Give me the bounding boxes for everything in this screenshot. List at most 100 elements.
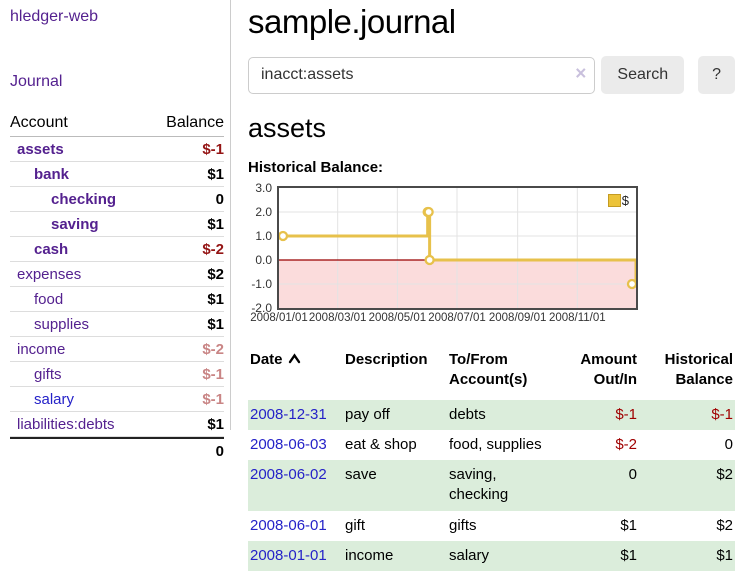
register-row: 2008-06-01 gift gifts $1 $2 xyxy=(248,511,735,541)
search-input-wrap: × xyxy=(248,56,596,94)
page-title: sample.journal xyxy=(248,3,456,40)
x-axis-tick-label: 2008/01/01 xyxy=(250,312,308,324)
legend-label: $ xyxy=(621,193,629,208)
register-accounts-cell: saving, checking xyxy=(449,466,509,504)
accounts-total-value: 0 xyxy=(215,443,224,460)
register-header-row: Date Description To/From Account(s) Amou… xyxy=(248,348,735,400)
account-row: saving $1 xyxy=(10,212,224,237)
account-link[interactable]: assets xyxy=(17,141,64,158)
account-link[interactable]: food xyxy=(34,291,64,308)
description-column-header: Description xyxy=(345,351,428,368)
y-axis-tick-label: 2.0 xyxy=(255,205,272,219)
transaction-date-link[interactable]: 2008-12-31 xyxy=(250,405,327,423)
register-amount-cell: $1 xyxy=(620,516,637,534)
account-row: liabilities:debts $1 xyxy=(10,412,224,437)
search-button[interactable]: Search xyxy=(601,56,685,94)
chart-title: Historical Balance: xyxy=(248,159,384,176)
chart-legend: $ xyxy=(605,192,631,209)
x-axis-tick-label: 2008/07/01 xyxy=(428,312,486,324)
journal-link[interactable]: Journal xyxy=(10,73,63,90)
register-balance-cell: $-1 xyxy=(711,405,733,423)
chart-plot-area: $ xyxy=(277,186,638,310)
y-axis-tick-label: 3.0 xyxy=(255,181,272,195)
account-row: assets $-1 xyxy=(10,137,224,162)
register-amount-cell: $1 xyxy=(620,546,637,564)
account-balance: $1 xyxy=(207,316,224,333)
register-accounts-cell: debts xyxy=(449,405,486,423)
x-axis-tick-label: 2008/11/01 xyxy=(548,312,606,324)
account-balance: $-1 xyxy=(202,366,224,383)
account-balance: $1 xyxy=(207,416,224,433)
account-balance: $-1 xyxy=(202,141,224,158)
register-description-cell: save xyxy=(345,466,377,483)
account-row: supplies $1 xyxy=(10,312,224,337)
account-balance: $-2 xyxy=(202,241,224,258)
account-row: gifts $-1 xyxy=(10,362,224,387)
y-axis-tick-label: -1.0 xyxy=(251,277,272,291)
register-date-cell: 2008-06-02 xyxy=(248,460,343,511)
account-balance: $1 xyxy=(207,216,224,233)
help-button[interactable]: ? xyxy=(698,56,735,94)
transaction-date-link[interactable]: 2008-06-02 xyxy=(250,466,327,483)
account-heading: assets xyxy=(248,113,327,143)
account-link[interactable]: income xyxy=(17,341,66,358)
account-row: salary $-1 xyxy=(10,387,224,412)
x-axis-tick-label: 2008/03/01 xyxy=(308,312,367,324)
date-column-header[interactable]: Date xyxy=(248,348,343,400)
register-balance-cell: $1 xyxy=(716,546,733,564)
account-balance: $2 xyxy=(207,266,224,283)
balance-column-header: Balance xyxy=(166,114,224,131)
search-form: × Search ? xyxy=(248,56,735,94)
account-link[interactable]: cash xyxy=(34,241,69,258)
register-row: 2008-01-01 income salary $1 $1 xyxy=(248,540,735,571)
historical-balance-chart: 3.0 2.0 1.0 0.0 -1.0 -2.0 $ 2008/01/01 2008/03… xyxy=(248,181,640,330)
register-accounts-cell: food, supplies xyxy=(449,435,542,453)
account-balance: $-1 xyxy=(202,391,224,408)
register-description-cell: eat & shop xyxy=(345,435,417,453)
accounts-table-header: Account Balance xyxy=(10,112,224,137)
register-date-cell: 2008-06-03 xyxy=(248,430,343,460)
accounts-column-header: To/From Account(s) xyxy=(449,351,528,389)
legend-swatch-icon xyxy=(607,194,621,207)
account-row: cash $-2 xyxy=(10,237,224,262)
account-link[interactable]: gifts xyxy=(34,366,62,383)
account-link[interactable]: salary xyxy=(34,391,75,408)
register-row: 2008-06-03 eat & shop food, supplies $-2 0 xyxy=(248,430,735,460)
amount-column-header: Amount Out/In xyxy=(580,351,637,389)
chart-canvas xyxy=(279,188,636,308)
x-axis-tick-label: 2008/05/01 xyxy=(368,312,427,324)
account-row: income $-2 xyxy=(10,337,224,362)
account-row: expenses $2 xyxy=(10,262,224,287)
account-balance: 0 xyxy=(215,191,224,208)
account-link[interactable]: expenses xyxy=(17,266,82,283)
account-link[interactable]: supplies xyxy=(34,316,90,333)
register-row: 2008-12-31 pay off debts $-1 $-1 xyxy=(248,399,735,430)
register-date-cell: 2008-06-01 xyxy=(248,511,343,541)
account-row: food $1 xyxy=(10,287,224,312)
account-link[interactable]: bank xyxy=(34,166,70,183)
register-date-cell: 2008-01-01 xyxy=(248,541,343,571)
transaction-date-link[interactable]: 2008-06-01 xyxy=(250,516,327,534)
transaction-date-link[interactable]: 2008-01-01 xyxy=(250,546,327,564)
register-date-cell: 2008-12-31 xyxy=(248,400,343,430)
account-row: checking 0 xyxy=(10,187,224,212)
account-link[interactable]: liabilities:debts xyxy=(17,416,115,433)
accounts-list: assets $-1 bank $1 checking 0 saving $1 cash $-2 e… xyxy=(10,137,224,437)
accounts-total-row: 0 xyxy=(10,437,224,464)
y-axis-tick-label: 0.0 xyxy=(255,253,272,267)
register-accounts-cell: gifts xyxy=(449,516,477,534)
register-description-cell: pay off xyxy=(345,405,390,423)
main-content: sample.journal × Search ? assets Histori… xyxy=(248,0,742,571)
register-description-cell: gift xyxy=(345,516,366,534)
account-balance: $-2 xyxy=(202,341,224,358)
transaction-date-link[interactable]: 2008-06-03 xyxy=(250,435,327,453)
register-balance-cell: $2 xyxy=(716,466,733,483)
account-link[interactable]: saving xyxy=(51,216,99,233)
search-input[interactable] xyxy=(248,56,596,94)
register-amount-cell: $-2 xyxy=(615,435,637,453)
sidebar: hledger-web Journal Account Balance asse… xyxy=(0,0,231,460)
app-title-link[interactable]: hledger-web xyxy=(10,8,99,25)
clear-search-icon[interactable]: × xyxy=(575,63,587,85)
account-link[interactable]: checking xyxy=(51,191,117,208)
y-axis-tick-label: -2.0 xyxy=(251,301,272,315)
